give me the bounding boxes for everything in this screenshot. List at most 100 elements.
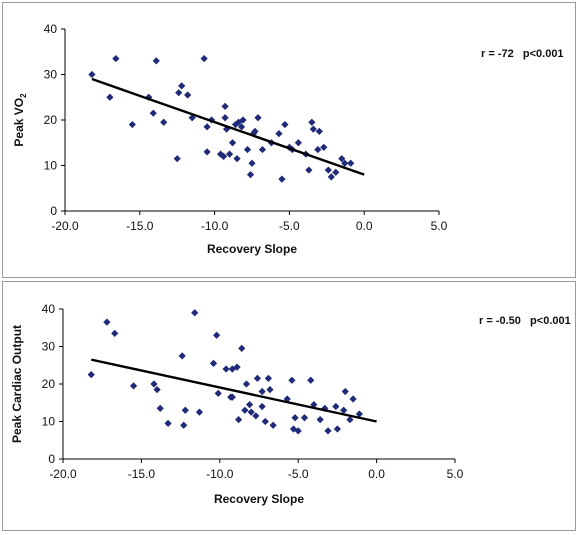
chart-1-data-point [153, 386, 161, 394]
chart-0-x-tick-label: -5.0 [279, 219, 300, 233]
chart-1-data-point [242, 380, 251, 388]
chart-0-data-point [149, 109, 157, 117]
chart-1-x-tick-label: -5.0 [288, 467, 309, 481]
chart-0-data-point [228, 139, 237, 147]
chart-peak-vo2: 0 10 20 30 40 -20.0 -15.0 -10.0 -5.0 0.0 5.0 Recove… [2, 2, 576, 278]
chart-1-data-point [228, 365, 236, 373]
chart-0-data-point [200, 54, 208, 63]
chart-1-x-tick-label: 0.0 [368, 467, 385, 481]
chart-1-data-point [180, 421, 188, 429]
chart-0-x-tick-label: 0.0 [356, 219, 373, 233]
chart-0-data-point [175, 89, 183, 97]
chart-1-y-axis-label-text: Peak Cardiac Output [10, 325, 24, 443]
chart-0-data-point [152, 57, 160, 65]
chart-1-y-tick-label: 10 [42, 415, 56, 429]
chart-1-data-point [346, 416, 354, 424]
chart-1-data-point [349, 395, 357, 403]
chart-0-data-point [281, 120, 289, 129]
chart-1-data-point [245, 401, 254, 409]
chart-0-x-tick-label: -15.0 [126, 219, 154, 233]
chart-0-data-point [88, 70, 96, 79]
chart-1-x-tick-label: -15.0 [128, 467, 156, 481]
chart-0-data-point [160, 118, 168, 126]
chart-1-data-point [252, 412, 260, 420]
chart-0-y-tick-label: 20 [44, 113, 58, 127]
chart-1-data-point [213, 331, 221, 339]
chart-0-stat-annotation: r = -72 p<0.001 [481, 48, 564, 60]
chart-0-data-point [309, 125, 317, 133]
chart-1-data-point [181, 406, 189, 414]
chart-1-data-point [266, 386, 274, 394]
scatter-plot-peak-cardiac-output: 0 10 20 30 40 -20.0 -15.0 -10.0 -5.0 0.0 5.0 Recove… [10, 302, 571, 506]
chart-1-data-point [300, 414, 309, 422]
chart-1-data-point [261, 417, 269, 426]
chart-0-data-point [347, 159, 355, 167]
chart-1-data-point [191, 309, 199, 317]
chart-0-data-point [243, 145, 252, 154]
chart-1-y-tick-label: 20 [42, 377, 56, 391]
chart-0-data-point [246, 171, 255, 179]
chart-0-data-point [327, 173, 335, 181]
chart-0-data-point [237, 123, 246, 131]
chart-1-data-point [129, 382, 138, 390]
chart-1-data-point [178, 352, 186, 360]
chart-1-data-point [103, 318, 111, 326]
chart-1-data-point [341, 387, 349, 396]
chart-0-data-point [225, 150, 234, 158]
chart-1-x-tick-label: -20.0 [49, 467, 77, 481]
chart-0-data-point [184, 91, 192, 99]
chart-1-data-point [324, 427, 332, 435]
chart-1-data-point [289, 425, 298, 433]
chart-0-data-point [221, 114, 229, 122]
chart-0-data-point [338, 155, 346, 163]
chart-0-data-point [128, 120, 136, 129]
chart-0-data-point [112, 54, 120, 63]
chart-0-data-point [258, 145, 267, 154]
chart-0-data-point [320, 143, 328, 151]
chart-1-data-point [332, 402, 340, 411]
chart-1-y-tick-label: 30 [42, 340, 56, 354]
chart-1-trendline [90, 358, 377, 423]
chart-1-data-point [214, 389, 222, 397]
chart-1-data-point [195, 408, 204, 416]
chart-0-y-tick-label: 30 [44, 68, 58, 82]
chart-0-data-point [203, 123, 211, 131]
chart-peak-cardiac-output: 0 10 20 30 40 -20.0 -15.0 -10.0 -5.0 0.0 5.0 Recove… [2, 281, 576, 531]
chart-1-data-point [209, 359, 218, 367]
chart-1-data-point [228, 393, 236, 401]
chart-1-data-point [156, 404, 164, 412]
chart-0-data-point [173, 155, 181, 163]
chart-0-data-point [332, 168, 340, 176]
chart-0-data-point [324, 166, 332, 174]
chart-1-x-tick-label: -10.0 [206, 467, 234, 481]
chart-1-data-point [87, 371, 95, 379]
chart-1-data-point [222, 365, 230, 373]
chart-0-data-point [315, 127, 323, 135]
chart-1-y-axis-label: Peak Cardiac Output [10, 325, 24, 443]
chart-0-y-axis-label-text: Peak VO [12, 98, 26, 147]
chart-1-data-point [340, 406, 348, 414]
chart-0-data-point [294, 139, 302, 147]
chart-1-data-point [258, 387, 266, 396]
chart-0-y-tick-label: 40 [44, 22, 58, 36]
chart-0-y-axis-label-subscript: 2 [19, 93, 28, 98]
chart-0-data-point [203, 148, 211, 156]
chart-1-x-axis-label: Recovery Slope [214, 492, 304, 506]
chart-1-data-point [269, 421, 277, 429]
chart-1-data-point [247, 408, 255, 416]
chart-0-data-point [233, 155, 241, 163]
chart-0-data-point [221, 102, 229, 110]
chart-0-data-point [178, 82, 186, 90]
chart-0-data-point [239, 116, 247, 124]
chart-0-y-axis-label: Peak VO2 [12, 93, 28, 147]
chart-1-data-point [316, 416, 324, 424]
chart-0-x-tick-label: -20.0 [51, 219, 79, 233]
chart-1-y-tick-label: 40 [42, 302, 56, 316]
chart-0-y-tick-label: 10 [44, 159, 58, 173]
chart-1-data-point [333, 425, 341, 433]
chart-0-data-point [106, 93, 114, 101]
chart-0-data-point [248, 159, 256, 167]
chart-0-x-axis-label: Recovery Slope [207, 242, 297, 256]
chart-1-y-tick-label: 0 [48, 452, 55, 466]
chart-1-x-tick-label: 5.0 [447, 467, 464, 481]
